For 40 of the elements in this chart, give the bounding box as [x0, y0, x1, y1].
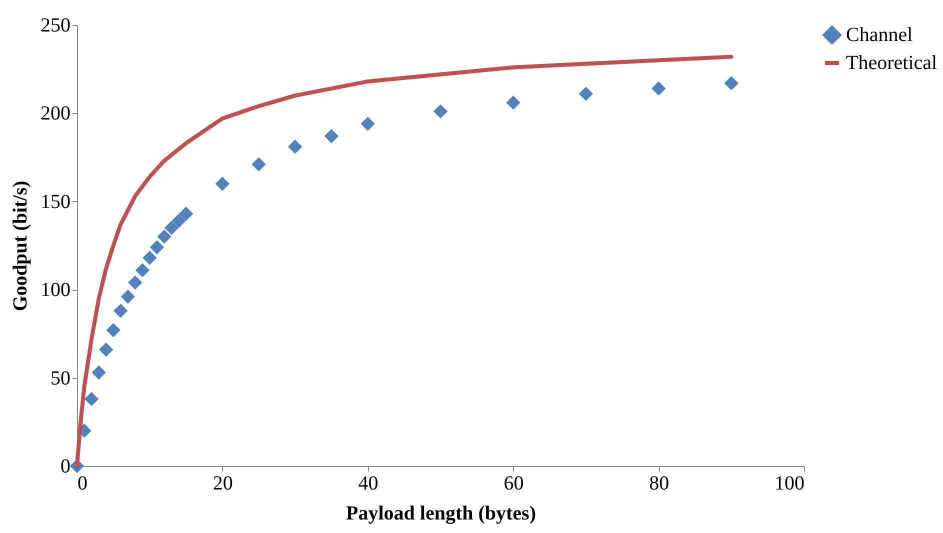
x-tick-label: 100	[774, 472, 804, 494]
x-tick-label: 40	[358, 472, 378, 494]
point	[92, 365, 106, 380]
point	[433, 104, 448, 119]
x-tick-label: 80	[649, 472, 670, 494]
y-tick-label: 250	[40, 14, 70, 36]
point	[150, 240, 164, 254]
point	[157, 230, 172, 244]
point	[506, 96, 520, 110]
x-tick-label: 20	[212, 472, 233, 494]
point	[172, 214, 186, 228]
legend-label: Theoretical	[846, 52, 938, 74]
point	[324, 129, 339, 144]
point	[128, 275, 142, 290]
point	[724, 76, 738, 90]
point	[252, 157, 266, 172]
y-axis-title: Goodput (bit/s)	[10, 180, 32, 312]
point	[84, 392, 99, 406]
point	[106, 323, 120, 338]
point	[120, 290, 135, 304]
y-tick-label: 0	[60, 456, 70, 478]
point	[215, 176, 230, 191]
y-tick-label: 150	[40, 190, 70, 213]
x-tick-label: 0	[78, 472, 88, 494]
point	[652, 81, 666, 96]
y-tick-label: 50	[50, 367, 70, 390]
point	[578, 86, 593, 101]
point	[178, 206, 194, 221]
point	[164, 220, 179, 235]
point	[99, 342, 114, 357]
point	[360, 116, 375, 131]
y-tick-label: 200	[40, 102, 70, 125]
point	[288, 140, 302, 154]
x-axis-title: Payload length (bytes)	[346, 502, 536, 524]
legend-label: Channel	[846, 24, 914, 46]
y-tick-label: 100	[40, 279, 70, 302]
point	[114, 304, 128, 318]
point	[135, 263, 150, 278]
point	[142, 250, 157, 265]
x-tick-label: 60	[504, 472, 524, 494]
